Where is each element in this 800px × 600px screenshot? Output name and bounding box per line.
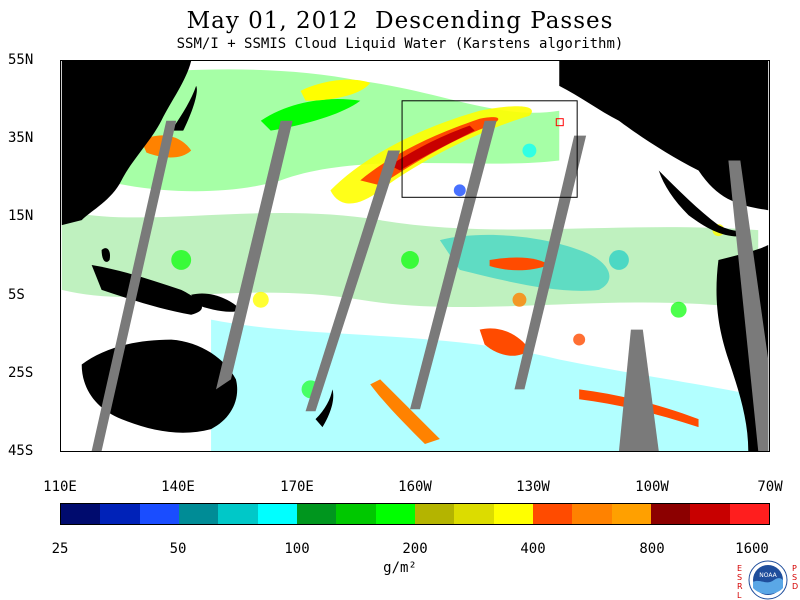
cloud-cell — [171, 250, 192, 270]
colorbar-units: g/m² — [383, 560, 417, 576]
colorbar-cell — [375, 504, 415, 524]
lat-label: 45S — [8, 443, 34, 459]
colorbar-cell — [690, 504, 730, 524]
location-marker — [555, 118, 564, 127]
colorbar-cell — [454, 504, 494, 524]
storm-band — [489, 257, 550, 271]
colorbar-cell — [257, 504, 297, 524]
colorbar-cell — [611, 504, 651, 524]
colorbar-label: 25 — [51, 541, 69, 557]
lat-label: 15N — [8, 208, 34, 224]
swath-gaps — [91, 120, 769, 451]
lon-label: 110E — [43, 479, 77, 495]
new-zealand-island — [315, 389, 334, 428]
lon-label: 140E — [161, 479, 195, 495]
central-america-landmass — [658, 170, 749, 237]
colorbar-cell — [178, 504, 219, 524]
colorbar-cell — [729, 504, 769, 524]
lat-label: 25S — [8, 365, 34, 381]
colorbar-cell — [493, 504, 533, 524]
lon-label: 160W — [398, 479, 432, 495]
lat-label: 55N — [8, 52, 34, 68]
new-guinea-island — [191, 293, 241, 312]
philippines-island — [101, 248, 111, 262]
colorbar-cell — [532, 504, 573, 524]
swath-gap — [618, 329, 659, 451]
cloud-field — [61, 69, 769, 451]
north-america-landmass — [559, 61, 769, 211]
land-masses — [61, 61, 769, 451]
swath-gap — [305, 150, 401, 412]
noaa-logo: NOAA — [748, 560, 788, 600]
swath-gap — [91, 120, 177, 451]
lat-label: 35N — [8, 130, 34, 146]
storm-band — [300, 79, 371, 101]
colorbar-label: 800 — [639, 541, 665, 557]
cloud-cell — [522, 143, 537, 158]
lon-label: 100W — [635, 479, 669, 495]
page-subtitle: SSM/I + SSMIS Cloud Liquid Water (Karste… — [176, 36, 624, 52]
cloud-cell — [670, 301, 687, 318]
colorbar-cell — [296, 504, 337, 524]
lat-label: 5S — [8, 287, 25, 303]
cloud-cell — [573, 333, 586, 346]
colorbar-cell — [414, 504, 455, 524]
storm-band — [370, 379, 440, 445]
colorbar-cell — [61, 504, 101, 524]
storm-band — [390, 125, 475, 171]
colorbar-cell — [650, 504, 691, 524]
asia-landmass — [61, 61, 192, 226]
colorbar-label: 200 — [402, 541, 428, 557]
colorbar-label: 400 — [520, 541, 546, 557]
colorbar-label: 50 — [169, 541, 187, 557]
japan-island — [171, 85, 197, 131]
lon-label: 170E — [280, 479, 314, 495]
cloud-cell — [401, 251, 419, 269]
colorbar-label: 100 — [284, 541, 310, 557]
cloud-cell — [252, 291, 269, 308]
colorbar — [60, 503, 770, 525]
colorbar-cell — [218, 504, 258, 524]
lon-label: 70W — [757, 479, 783, 495]
cloud-liquid-water-map — [60, 60, 770, 452]
colorbar-cell — [572, 504, 612, 524]
storm-band — [479, 328, 530, 356]
swath-gap — [410, 120, 497, 410]
colorbar-cell — [336, 504, 376, 524]
swath-gap — [216, 120, 293, 390]
cloud-cell — [453, 184, 466, 197]
cloud-cell — [609, 250, 629, 270]
swath-gap — [514, 135, 587, 390]
maritime-continent — [91, 264, 202, 315]
colorbar-label: 1600 — [735, 541, 769, 557]
noaa-badge-text: NOAA — [759, 572, 777, 579]
page-title: May 01, 2012 Descending Passes — [186, 8, 614, 34]
colorbar-cell — [139, 504, 179, 524]
lon-label: 130W — [516, 479, 550, 495]
colorbar-cell — [100, 504, 140, 524]
region-box — [401, 100, 578, 198]
cloud-cell — [512, 292, 527, 307]
swath-gap — [728, 160, 769, 451]
